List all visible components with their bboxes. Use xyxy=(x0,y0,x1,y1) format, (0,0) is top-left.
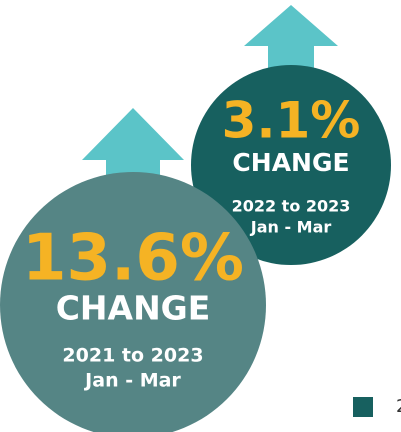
legend-text: 2 xyxy=(396,396,401,417)
period: 2022 to 2023 xyxy=(232,197,351,216)
change-label: CHANGE xyxy=(56,289,211,328)
period: 2021 to 2023 xyxy=(62,345,203,367)
badge-circle xyxy=(0,172,266,432)
months: Jan - Mar xyxy=(250,218,332,237)
change-value: 13.6% xyxy=(22,222,244,296)
badge-small: 3.1% CHANGE 2022 to 2023 Jan - Mar xyxy=(191,5,391,265)
change-value: 3.1% xyxy=(222,92,361,150)
badge-circle xyxy=(191,65,391,265)
badge-large: 13.6% CHANGE 2021 to 2023 Jan - Mar xyxy=(0,108,266,432)
change-label: CHANGE xyxy=(232,148,349,177)
legend-swatch xyxy=(353,397,373,417)
months: Jan - Mar xyxy=(83,370,181,392)
up-arrow xyxy=(244,5,338,85)
